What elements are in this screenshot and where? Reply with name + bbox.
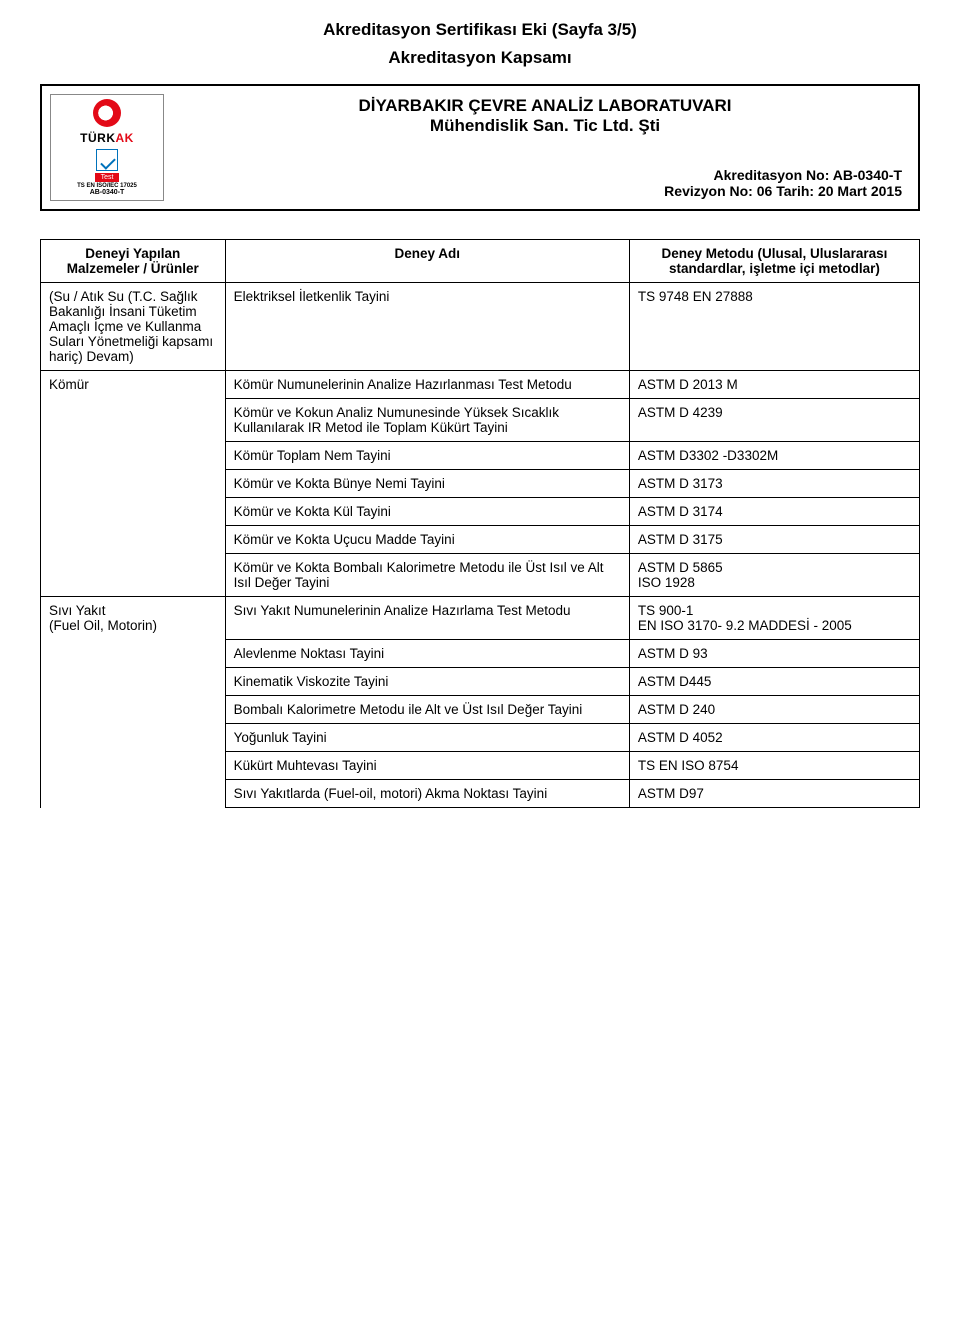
logo-test-label: Test bbox=[95, 173, 120, 182]
logo-brand-main: TÜRK bbox=[80, 131, 115, 145]
header-text-area: DİYARBAKIR ÇEVRE ANALİZ LABORATUVARI Müh… bbox=[172, 86, 918, 209]
table-row: KömürKömür Numunelerinin Analize Hazırla… bbox=[41, 371, 920, 399]
header-box: TÜRKAK Test TS EN ISO/IEC 17025 AB-0340-… bbox=[40, 84, 920, 211]
test-cell: Sıvı Yakıtlarda (Fuel-oil, motori) Akma … bbox=[225, 780, 629, 808]
table-row: (Su / Atık Su (T.C. Sağlık Bakanlığı İns… bbox=[41, 283, 920, 371]
test-cell: Kömür ve Kokun Analiz Numunesinde Yüksek… bbox=[225, 399, 629, 442]
logo-brand: TÜRKAK bbox=[80, 129, 134, 145]
test-cell: Kömür ve Kokta Uçucu Madde Tayini bbox=[225, 526, 629, 554]
flag-icon bbox=[93, 99, 121, 127]
revision-line: Revizyon No: 06 Tarih: 20 Mart 2015 bbox=[188, 183, 902, 199]
turkak-logo: TÜRKAK Test TS EN ISO/IEC 17025 AB-0340-… bbox=[50, 94, 164, 201]
th-method: Deney Metodu (Ulusal, Uluslararası stand… bbox=[629, 240, 919, 283]
test-cell: Kömür Toplam Nem Tayini bbox=[225, 442, 629, 470]
method-cell: ASTM D3302 -D3302M bbox=[629, 442, 919, 470]
material-cell: (Su / Atık Su (T.C. Sağlık Bakanlığı İns… bbox=[41, 283, 226, 371]
method-cell: ASTM D 4239 bbox=[629, 399, 919, 442]
method-cell: TS EN ISO 8754 bbox=[629, 752, 919, 780]
logo-code: AB-0340-T bbox=[90, 189, 125, 196]
test-cell: Kömür ve Kokta Bünye Nemi Tayini bbox=[225, 470, 629, 498]
method-cell: ASTM D445 bbox=[629, 668, 919, 696]
test-cell: Kinematik Viskozite Tayini bbox=[225, 668, 629, 696]
test-cell: Kömür ve Kokta Kül Tayini bbox=[225, 498, 629, 526]
material-cell: Kömür bbox=[41, 371, 226, 597]
test-cell: Elektriksel İletkenlik Tayini bbox=[225, 283, 629, 371]
test-cell: Kömür Numunelerinin Analize Hazırlanması… bbox=[225, 371, 629, 399]
th-material: Deneyi Yapılan Malzemeler / Ürünler bbox=[41, 240, 226, 283]
method-cell: ASTM D 3173 bbox=[629, 470, 919, 498]
test-cell: Yoğunluk Tayini bbox=[225, 724, 629, 752]
logo-area: TÜRKAK Test TS EN ISO/IEC 17025 AB-0340-… bbox=[42, 86, 172, 209]
lab-subtitle: Mühendislik San. Tic Ltd. Şti bbox=[188, 116, 902, 136]
material-cell: Sıvı Yakıt (Fuel Oil, Motorin) bbox=[41, 597, 226, 808]
check-icon bbox=[96, 149, 118, 171]
test-cell: Kömür ve Kokta Bombalı Kalorimetre Metod… bbox=[225, 554, 629, 597]
method-cell: ASTM D 5865 ISO 1928 bbox=[629, 554, 919, 597]
th-test: Deney Adı bbox=[225, 240, 629, 283]
method-cell: TS 900-1 EN ISO 3170- 9.2 MADDESİ - 2005 bbox=[629, 597, 919, 640]
table-header-row: Deneyi Yapılan Malzemeler / Ürünler Dene… bbox=[41, 240, 920, 283]
method-cell: ASTM D 240 bbox=[629, 696, 919, 724]
test-cell: Kükürt Muhtevası Tayini bbox=[225, 752, 629, 780]
test-cell: Alevlenme Noktası Tayini bbox=[225, 640, 629, 668]
page-title-line2: Akreditasyon Kapsamı bbox=[40, 48, 920, 68]
lab-name: DİYARBAKIR ÇEVRE ANALİZ LABORATUVARI bbox=[188, 96, 902, 116]
method-cell: ASTM D97 bbox=[629, 780, 919, 808]
test-cell: Sıvı Yakıt Numunelerinin Analize Hazırla… bbox=[225, 597, 629, 640]
page-title-line1: Akreditasyon Sertifikası Eki (Sayfa 3/5) bbox=[40, 20, 920, 40]
method-cell: ASTM D 93 bbox=[629, 640, 919, 668]
method-cell: ASTM D 3174 bbox=[629, 498, 919, 526]
accreditation-no: Akreditasyon No: AB-0340-T bbox=[188, 167, 902, 183]
logo-brand-suffix: AK bbox=[115, 131, 133, 145]
method-cell: ASTM D 3175 bbox=[629, 526, 919, 554]
method-cell: TS 9748 EN 27888 bbox=[629, 283, 919, 371]
scope-table: Deneyi Yapılan Malzemeler / Ürünler Dene… bbox=[40, 239, 920, 808]
method-cell: ASTM D 4052 bbox=[629, 724, 919, 752]
test-cell: Bombalı Kalorimetre Metodu ile Alt ve Üs… bbox=[225, 696, 629, 724]
table-row: Sıvı Yakıt (Fuel Oil, Motorin)Sıvı Yakıt… bbox=[41, 597, 920, 640]
method-cell: ASTM D 2013 M bbox=[629, 371, 919, 399]
